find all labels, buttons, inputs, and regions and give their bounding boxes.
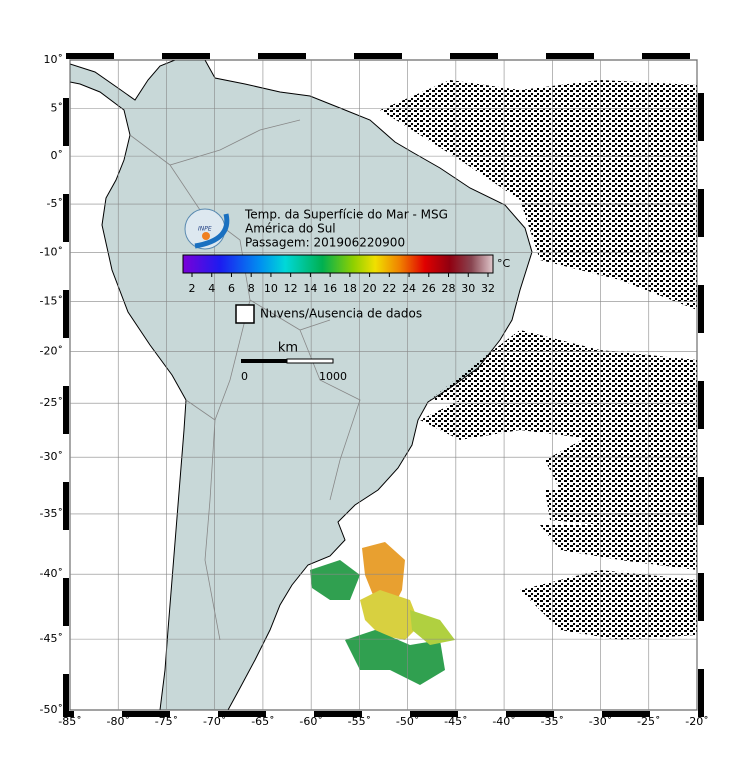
- legend-region: América do Sul: [245, 222, 336, 236]
- cloud-swatch: [235, 304, 255, 324]
- colorbar-tick-label: 18: [343, 282, 357, 295]
- colorbar-tick-label: 6: [228, 282, 235, 295]
- lon-tick-label: -55˚: [348, 715, 371, 728]
- colorbar-tick-label: 28: [442, 282, 456, 295]
- scale-tick-label: 1000: [319, 370, 347, 383]
- lat-tick-label: -50˚: [40, 703, 63, 716]
- lat-tick-label: -10˚: [40, 245, 63, 258]
- lon-tick-label: -20˚: [685, 715, 708, 728]
- lon-tick-label: -80˚: [106, 715, 129, 728]
- lat-tick-label: 0˚: [51, 149, 64, 162]
- lat-tick-label: -5˚: [47, 197, 63, 210]
- graticule: -85˚ -80˚ -75˚ -70˚ -65˚ -60˚ -55˚ -50˚ -45˚ -40˚…: [40, 53, 709, 728]
- colorbar-tick-label: 26: [422, 282, 436, 295]
- lat-tick-label: 5˚: [51, 101, 64, 114]
- lat-tick-label: -25˚: [40, 396, 63, 409]
- colorbar-tick-label: 12: [284, 282, 298, 295]
- legend-title: Temp. da Superfície do Mar - MSG: [244, 208, 448, 222]
- lon-tick-label: -70˚: [203, 715, 226, 728]
- lon-tick-label: -25˚: [637, 715, 660, 728]
- lat-tick-label: 10˚: [44, 53, 64, 66]
- colorbar-tick-label: 30: [461, 282, 475, 295]
- colorbar-tick-label: 8: [248, 282, 255, 295]
- colorbar: [182, 254, 494, 274]
- legend: INPE Temp. da Superfície do Mar - MSG Am…: [182, 208, 511, 383]
- lon-tick-label: -40˚: [492, 715, 515, 728]
- lat-tick-label: -20˚: [40, 344, 63, 357]
- colorbar-tick-label: 24: [402, 282, 416, 295]
- lon-tick-label: -35˚: [541, 715, 564, 728]
- logo-text: INPE: [198, 226, 212, 233]
- colorbar-unit: °C: [497, 257, 511, 270]
- lon-tick-label: -85˚: [58, 715, 81, 728]
- colorbar-tick-label: 20: [363, 282, 377, 295]
- colorbar-tick-label: 4: [208, 282, 215, 295]
- scale-unit: km: [278, 341, 298, 356]
- lon-tick-label: -30˚: [589, 715, 612, 728]
- colorbar-tick-label: 22: [382, 282, 396, 295]
- scale-tick-label: 0: [241, 370, 248, 383]
- land: [70, 60, 533, 710]
- lat-tick-label: -15˚: [40, 294, 63, 307]
- colorbar-tick-label: 32: [481, 282, 495, 295]
- frame-border: [63, 53, 704, 717]
- colorbar-ticks: 2 4 6 8 10 12 14 16 18 20 22 24 26 28 30 32: [189, 273, 495, 295]
- logo-arrow: [194, 213, 230, 249]
- lat-tick-label: -45˚: [40, 632, 63, 645]
- map-area: [70, 60, 697, 710]
- scale-bar: [286, 358, 334, 364]
- cloud-label: Nuvens/Ausencia de dados: [260, 307, 422, 321]
- colorbar-tick-label: 2: [189, 282, 196, 295]
- legend-pass: Passagem: 201906220900: [245, 236, 405, 250]
- lat-tick-label: -30˚: [40, 450, 63, 463]
- lat-tick-label: -35˚: [40, 507, 63, 520]
- scale-ticks: 0 1000: [241, 370, 347, 383]
- lat-tick-label: -40˚: [40, 567, 63, 580]
- colorbar-tick-label: 16: [323, 282, 337, 295]
- scale-bar: [241, 359, 287, 363]
- lon-tick-label: -65˚: [251, 715, 274, 728]
- colorbar-tick-label: 10: [264, 282, 278, 295]
- lon-tick-label: -60˚: [299, 715, 322, 728]
- colorbar-tick-label: 14: [303, 282, 317, 295]
- lon-tick-label: -50˚: [396, 715, 419, 728]
- lon-tick-label: -45˚: [444, 715, 467, 728]
- lon-tick-label: -75˚: [155, 715, 178, 728]
- logo-dot: [202, 232, 210, 240]
